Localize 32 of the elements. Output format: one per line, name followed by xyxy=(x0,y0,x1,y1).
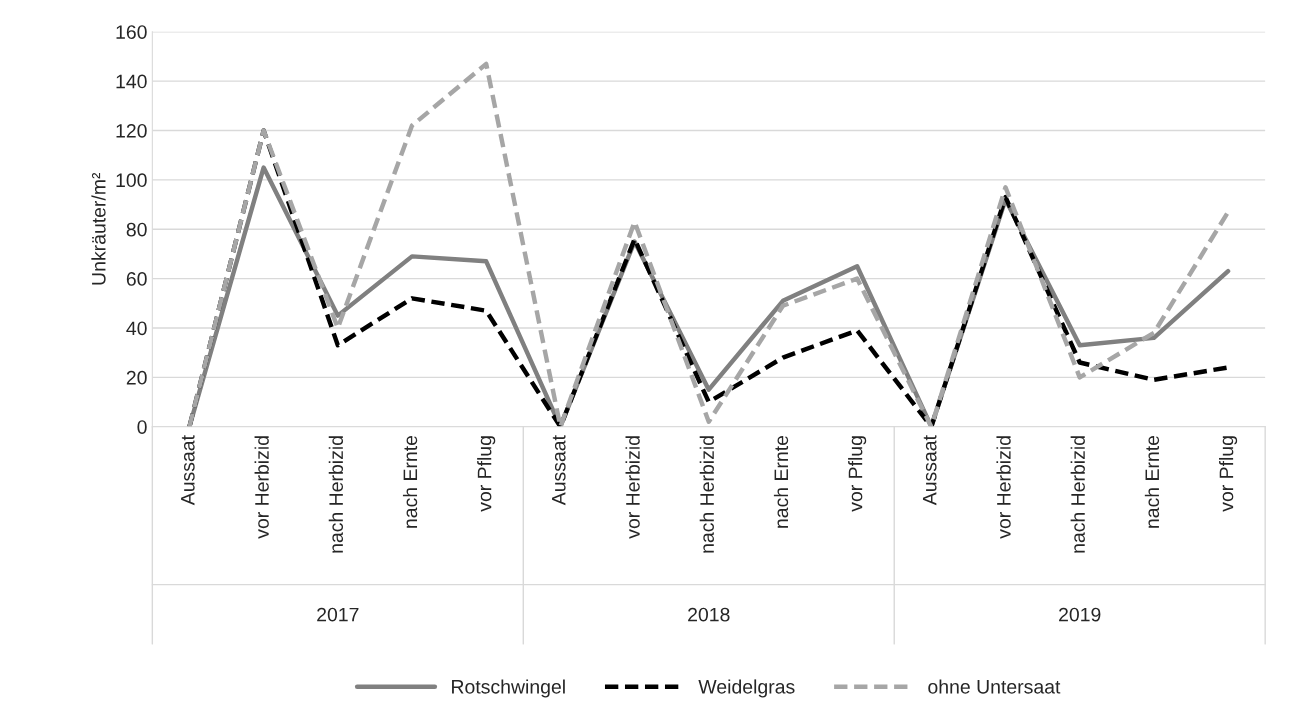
legend-label: ohne Untersaat xyxy=(928,679,1061,694)
text: 2019 xyxy=(1059,607,1101,622)
line-series xyxy=(187,61,1231,427)
text: 2017 xyxy=(317,607,359,622)
x-tick-label: vor Herbizid xyxy=(254,436,269,539)
x-tick-label: vor Pflug xyxy=(1219,436,1238,512)
x-tick-label: vor Pflug xyxy=(477,436,496,512)
x-tick-label: Aussaat xyxy=(922,435,937,506)
y-tick-label: 0 xyxy=(137,420,147,434)
y-tick-label: 100 xyxy=(116,173,147,188)
y-tick-label: 140 xyxy=(116,74,147,89)
legend-label: Weidelgras xyxy=(698,679,795,698)
y-tick-label: 40 xyxy=(126,321,147,336)
x-tick-label: vor Herbizid xyxy=(996,436,1011,539)
y-axis-title: Unkräuter/m² xyxy=(91,172,106,285)
y-tick-label: 20 xyxy=(126,370,147,385)
x-tick-label: nach Herbizid xyxy=(1070,436,1085,553)
x-tick-label: vor Herbizid xyxy=(625,436,640,539)
x-tick-label: vor Pflug xyxy=(848,436,867,512)
x-tick-label: nach Ernte xyxy=(1144,435,1160,528)
y-tick-label: 120 xyxy=(116,123,147,138)
x-tick-label: Aussaat xyxy=(181,435,195,506)
x-tick-label: nach Ernte xyxy=(773,435,789,528)
x-tick-label: nach Herbizid xyxy=(328,436,344,553)
y-tick-label: 160 xyxy=(116,25,147,39)
legend-label: Rotschwingel xyxy=(452,679,565,698)
y-tick-label: 60 xyxy=(126,272,147,286)
x-tick-label: nach Ernte xyxy=(402,435,418,528)
y-tick-label: 80 xyxy=(126,222,147,237)
text: 2018 xyxy=(688,607,730,622)
x-tick-label: Aussaat xyxy=(552,435,566,506)
x-tick-label: nach Herbizid xyxy=(699,436,714,553)
